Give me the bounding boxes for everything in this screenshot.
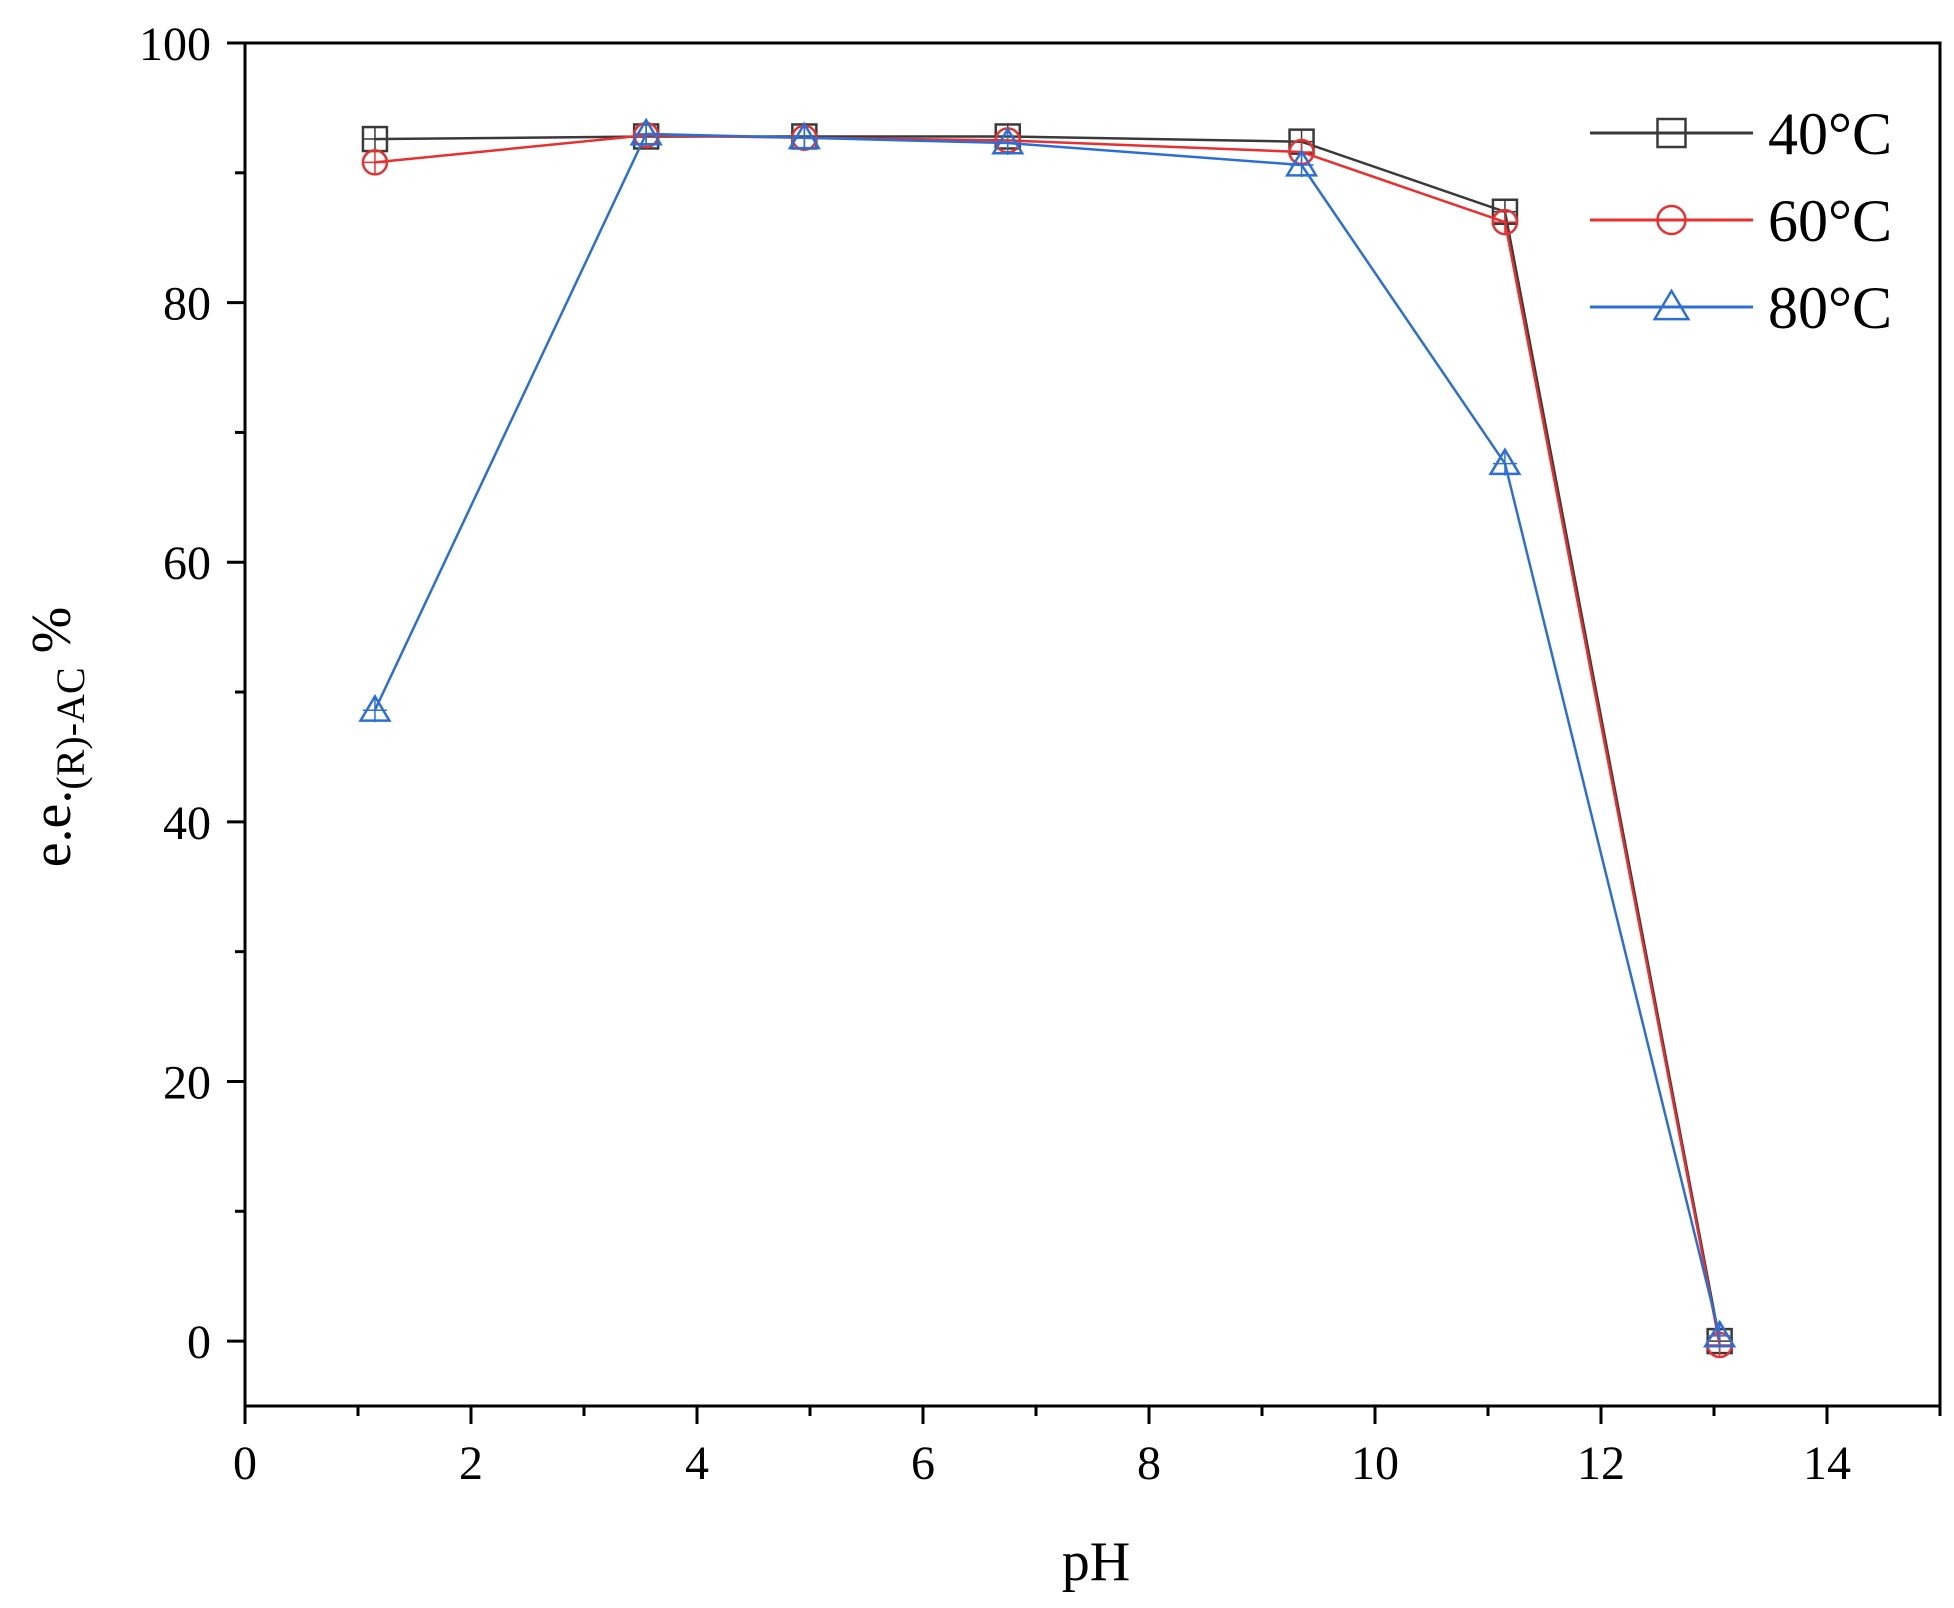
series-line-1 (374, 133, 1721, 1346)
y-tick-label-80: 80 (163, 278, 211, 331)
y-tick-label-60: 60 (163, 537, 211, 590)
x-tick-label-10: 10 (1351, 1437, 1399, 1490)
legend-marker-2 (1652, 288, 1691, 321)
x-tick-label-2: 2 (459, 1437, 483, 1490)
x-tick-label-12: 12 (1577, 1437, 1625, 1490)
legend-label-2: 80°C (1768, 275, 1892, 341)
legend-marker-0 (1656, 117, 1687, 149)
data-point-1-0 (361, 149, 389, 176)
plot-frame (243, 41, 1942, 1408)
series-2 (358, 117, 1737, 1348)
series-0 (361, 123, 1733, 1355)
y-tick-label-100: 100 (139, 18, 211, 71)
y-axis: 0 20 40 60 80 100 (139, 18, 245, 1369)
y-tick-label-40: 40 (163, 797, 211, 850)
series-1 (361, 121, 1733, 1359)
y-axis-title: e.e.(R)-AC % (21, 607, 93, 868)
y-tick-label-20: 20 (163, 1056, 211, 1109)
data-point-2-2 (787, 121, 821, 150)
legend-item-2: 80°C (1590, 275, 1892, 341)
plot-area (243, 41, 1942, 1408)
data-point-2-0 (358, 693, 392, 722)
data-point-2-4 (1284, 148, 1319, 177)
x-tick-label-8: 8 (1137, 1437, 1161, 1490)
data-point-2-6 (1703, 1319, 1737, 1348)
legend-marker-1 (1656, 204, 1687, 236)
legend: 40°C 60°C 80°C (1590, 101, 1892, 341)
legend-item-1: 60°C (1590, 188, 1892, 254)
x-axis-title: pH (1062, 1531, 1130, 1593)
series-line-0 (374, 135, 1721, 1342)
y-tick-label-0: 0 (187, 1316, 211, 1369)
data-point-2-3 (991, 126, 1025, 155)
legend-label-0: 40°C (1768, 101, 1892, 167)
x-tick-label-4: 4 (685, 1437, 709, 1490)
x-tick-label-0: 0 (233, 1437, 257, 1490)
data-point-2-5 (1488, 447, 1522, 476)
legend-label-1: 60°C (1768, 188, 1892, 254)
legend-item-0: 40°C (1590, 101, 1892, 167)
series-layer (358, 117, 1737, 1359)
x-tick-label-6: 6 (911, 1437, 935, 1490)
x-axis: 0 2 4 6 8 10 12 14 (233, 1406, 1942, 1490)
y-axis-title-suffix: % (21, 607, 83, 668)
x-tick-label-14: 14 (1803, 1437, 1851, 1490)
data-point-2-1 (629, 117, 663, 146)
y-axis-title-subscript: (R)-AC (48, 667, 93, 789)
data-point-1-5 (1491, 208, 1519, 236)
series-line-2 (373, 132, 1721, 1337)
y-axis-title-main: e.e. (21, 790, 83, 868)
